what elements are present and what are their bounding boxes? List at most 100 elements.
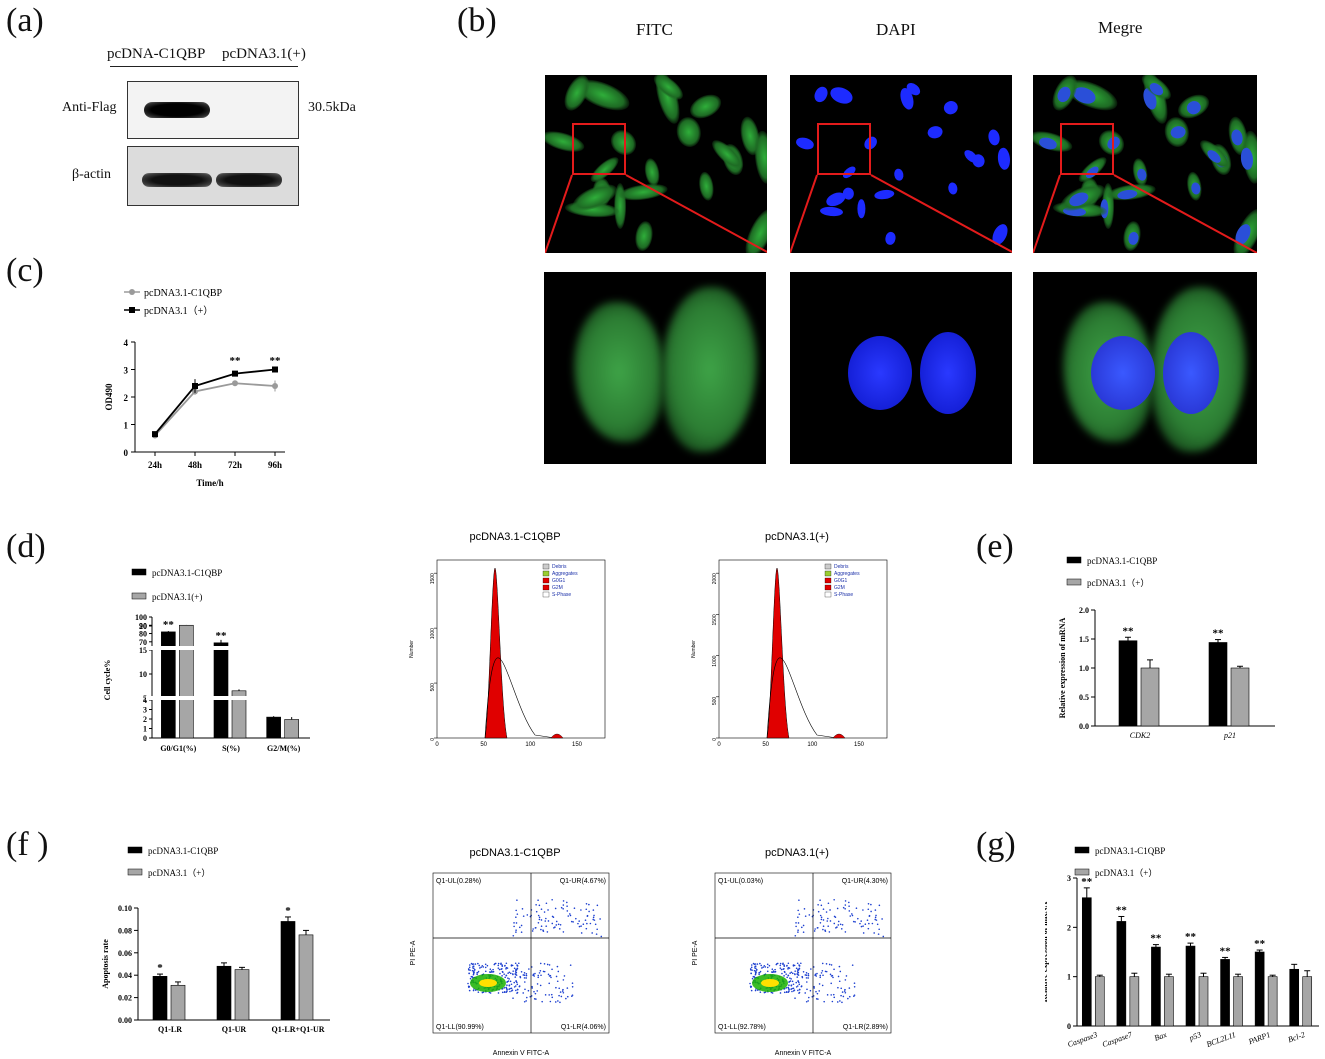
event-dot bbox=[516, 983, 519, 986]
event-dot bbox=[783, 965, 786, 967]
zoom-fitc bbox=[544, 272, 766, 464]
blot-anti-flag bbox=[127, 81, 299, 139]
zoom-guide-lines bbox=[545, 174, 767, 253]
event-dot bbox=[866, 919, 869, 921]
event-dot bbox=[874, 916, 877, 919]
event-dot bbox=[515, 922, 518, 924]
zoom-region-box bbox=[817, 123, 871, 175]
significance-mark: ** bbox=[1150, 933, 1162, 945]
event-dot bbox=[554, 1001, 557, 1003]
event-dot bbox=[771, 992, 774, 994]
event-dot bbox=[854, 921, 856, 923]
event-dot bbox=[819, 921, 822, 924]
event-dot bbox=[592, 918, 595, 921]
chart-c-growth-curve: pcDNA3.1-C1QBP pcDNA3.1（+） 0 1 2 3 4 24h 48h 72h 9… bbox=[104, 288, 285, 488]
flow-cycle-vector: pcDNA3.1(+)0500100015002000050100150FL2-… bbox=[691, 531, 888, 748]
event-dot bbox=[516, 981, 518, 984]
legend-label: G0G1 bbox=[834, 578, 848, 584]
event-dot bbox=[537, 899, 539, 901]
event-dot bbox=[796, 976, 799, 978]
event-dot bbox=[751, 977, 754, 980]
legend-label: S-Phase bbox=[834, 592, 853, 598]
event-dot bbox=[476, 973, 478, 976]
plot-frame bbox=[432, 872, 610, 1034]
event-dot bbox=[794, 934, 797, 937]
micrograph-fitc bbox=[545, 75, 767, 253]
event-dot bbox=[839, 1000, 841, 1002]
event-dot bbox=[543, 911, 546, 913]
legend-label: Debris bbox=[552, 564, 567, 570]
event-dot bbox=[840, 928, 843, 930]
bar bbox=[1140, 667, 1160, 727]
bar bbox=[1254, 951, 1265, 1027]
event-dot bbox=[750, 966, 753, 969]
event-dot bbox=[542, 929, 544, 931]
legend-swatch bbox=[131, 568, 147, 576]
event-dot bbox=[844, 979, 847, 981]
quadrant-label-ul: Q1-UL(0.03%) bbox=[718, 878, 763, 885]
event-dot bbox=[868, 914, 871, 917]
event-dot bbox=[860, 920, 862, 922]
event-dot bbox=[817, 904, 819, 906]
event-dot bbox=[566, 901, 568, 904]
event-dot bbox=[788, 967, 791, 969]
event-dot bbox=[873, 932, 875, 934]
event-dot bbox=[520, 970, 523, 973]
quadrant-label-ur: Q1-UR(4.30%) bbox=[842, 878, 888, 885]
event-dot bbox=[867, 902, 870, 905]
event-dot bbox=[755, 967, 757, 970]
event-dot bbox=[548, 964, 551, 966]
y-tick-label: 0.0 bbox=[1079, 722, 1089, 731]
event-dot bbox=[536, 990, 539, 992]
event-dot bbox=[523, 981, 526, 983]
event-dot bbox=[544, 994, 547, 996]
event-dot bbox=[526, 996, 528, 999]
event-dot bbox=[820, 918, 823, 921]
event-dot bbox=[516, 991, 519, 994]
event-dot bbox=[829, 909, 831, 911]
event-dot bbox=[832, 976, 834, 979]
s-phase-curve bbox=[484, 657, 556, 739]
event-dot bbox=[507, 977, 509, 979]
legend-swatch bbox=[1074, 846, 1090, 854]
event-dot bbox=[586, 914, 589, 917]
event-dot bbox=[546, 931, 549, 933]
event-dot bbox=[501, 991, 504, 994]
y-tick-label: 10 bbox=[139, 670, 147, 679]
event-dot bbox=[787, 974, 790, 977]
event-dot bbox=[848, 987, 851, 989]
quadrant-label-ll: Q1-LL(92.78%) bbox=[718, 1024, 766, 1031]
row-label-anti-flag: Anti-Flag bbox=[62, 100, 117, 115]
axis-break bbox=[146, 646, 310, 650]
significance-mark: * bbox=[157, 962, 163, 974]
significance-mark: ** bbox=[270, 355, 282, 367]
event-dot bbox=[782, 968, 784, 971]
event-dot bbox=[557, 1000, 559, 1002]
event-dot bbox=[511, 973, 514, 975]
event-dot bbox=[798, 899, 800, 901]
event-dot bbox=[827, 925, 830, 927]
event-dot bbox=[494, 962, 496, 965]
event-dot bbox=[536, 983, 539, 985]
category-label: G0/G1(%) bbox=[160, 744, 196, 753]
category-label: PARP1 bbox=[1246, 1030, 1271, 1047]
event-dot bbox=[569, 964, 572, 966]
event-dot bbox=[841, 923, 844, 926]
event-dot bbox=[795, 986, 798, 988]
event-dot bbox=[486, 964, 489, 967]
event-dot bbox=[830, 964, 833, 966]
event-dot bbox=[816, 927, 819, 929]
event-dot bbox=[535, 904, 537, 906]
event-dot bbox=[515, 973, 517, 976]
event-dot bbox=[519, 975, 522, 978]
event-dot bbox=[533, 990, 535, 993]
event-dot bbox=[822, 925, 825, 928]
y-tick-label: 4 bbox=[143, 696, 147, 705]
event-dot bbox=[540, 919, 543, 921]
event-dot bbox=[542, 970, 545, 973]
event-dot bbox=[829, 973, 832, 976]
event-dot bbox=[559, 1001, 561, 1004]
event-dot bbox=[578, 920, 580, 922]
event-dot bbox=[562, 900, 565, 902]
zoom-region-box bbox=[1060, 123, 1114, 175]
